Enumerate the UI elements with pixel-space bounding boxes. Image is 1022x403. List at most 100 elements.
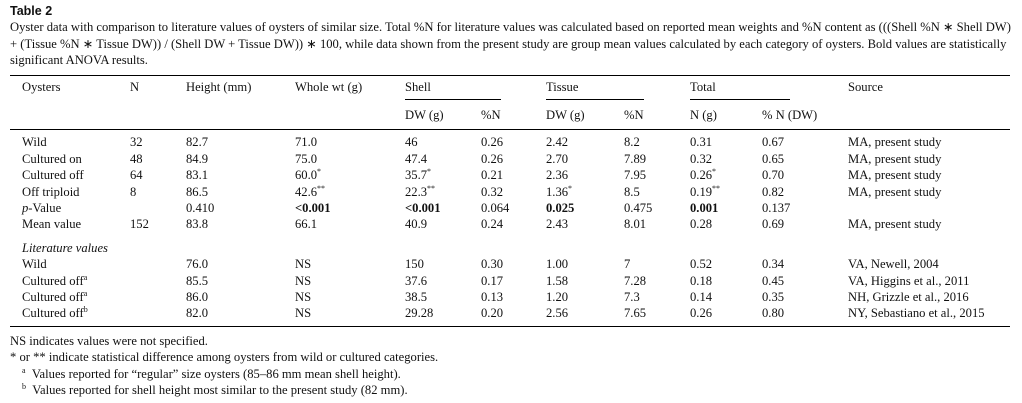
table-cell: 0.26 (481, 135, 504, 150)
table-cell (836, 200, 1010, 216)
table-cell: 0.69 (762, 217, 785, 232)
table-cell: 83.1 (186, 168, 209, 183)
sub-header: % N (DW) (762, 107, 818, 122)
cell-text: Cultured off (22, 273, 84, 288)
table-caption: Oyster data with comparison to literatur… (10, 20, 1011, 67)
table-row: Cultured offa 86.0 NS 38.5 0.13 1.20 7.3 0.14 0.… (10, 289, 1010, 305)
table-cell: 83.8 (186, 217, 209, 232)
table-cell: 8 (130, 184, 137, 199)
table-cell: 82.7 (186, 135, 209, 150)
table-cell: NS (295, 273, 312, 288)
table-cell: 0.30 (481, 257, 504, 272)
cell-text: 0.19 (690, 184, 713, 199)
table-cell: 0.32 (481, 184, 504, 199)
table-cell: 0.21 (481, 168, 504, 183)
table-cell: 0.137 (762, 200, 791, 215)
sub-header: DW (g) (405, 107, 444, 122)
table-cell: Cultured offa (10, 273, 118, 289)
footnote: NS indicates values were not specified. (10, 333, 1012, 349)
table-cell: 32 (130, 135, 143, 150)
table-cell: 8.5 (624, 184, 640, 199)
table-row: p-Value 0.410 <0.001 <0.001 0.064 0.025 0.475 0… (10, 200, 1010, 216)
table-cell: 7.65 (624, 306, 647, 321)
table-cell: 0.45 (762, 273, 785, 288)
table-cell: MA, present study (848, 184, 942, 199)
table-cell: VA, Higgins et al., 2011 (848, 273, 970, 288)
table-cell: 76.0 (186, 257, 209, 272)
cell-text: 0.025 (546, 200, 575, 215)
table-cell: 0.19** (678, 184, 750, 200)
cell-superscript: a (83, 288, 88, 298)
table-cell: 0.24 (481, 217, 504, 232)
footnote-marker: b (22, 382, 26, 391)
cell-superscript: * (317, 167, 322, 177)
table-cell: 0.18 (690, 273, 713, 288)
table-cell (118, 305, 174, 326)
table-cell: 0.13 (481, 289, 504, 304)
table-cell: 8.2 (624, 135, 640, 150)
table-cell: NS (295, 257, 312, 272)
table-header: Oysters N Height (mm) Whole wt (g) Shell… (10, 75, 1010, 130)
cell-text: 22.3 (405, 184, 428, 199)
table-cell: Cultured off (22, 168, 84, 183)
table-cell: 0.26* (678, 167, 750, 183)
table-cell: 150 (405, 257, 424, 272)
table-cell: 48 (130, 151, 143, 166)
table-cell: 0.32 (690, 151, 713, 166)
sub-header: %N (481, 107, 501, 122)
table-cell: 0.26 (481, 151, 504, 166)
cell-superscript: * (427, 167, 432, 177)
table-row: Cultured off 64 83.1 60.0* 35.7* 0.21 2.36 7.95… (10, 167, 1010, 183)
table-cell: VA, Newell, 2004 (848, 257, 939, 272)
group-label: Total (690, 79, 790, 100)
table-cell: Wild (22, 135, 47, 150)
table-cell: 7.89 (624, 151, 647, 166)
cell-superscript: * (568, 183, 573, 193)
footnote: b Values reported for shell height most … (10, 382, 1012, 398)
table-cell: NS (295, 306, 312, 321)
column-header: N (130, 79, 140, 94)
cell-text: <0.001 (295, 200, 331, 215)
table-cell: 0.82 (762, 184, 785, 199)
table-cell (118, 273, 174, 289)
table-cell: 0.14 (690, 289, 713, 304)
table-cell: 0.34 (762, 257, 785, 272)
table-cell: 85.5 (186, 273, 209, 288)
table-cell: 7 (624, 257, 631, 272)
table-cell: Off triploid (22, 184, 80, 199)
table-cell: Cultured offa (10, 289, 118, 305)
cell-superscript: ** (427, 183, 436, 193)
cell-text: 35.7 (405, 168, 428, 183)
section-row: Literature values (10, 233, 1010, 256)
sub-header: %N (624, 107, 644, 122)
table-cell: 86.5 (186, 184, 209, 199)
table-cell: 75.0 (295, 151, 318, 166)
footnote-text: * or ** indicate statistical difference … (10, 350, 439, 365)
table-cell: 22.3** (393, 184, 469, 200)
table-cell: 38.5 (405, 289, 428, 304)
table-cell: 152 (130, 217, 149, 232)
table-cell: 84.9 (186, 151, 209, 166)
table-cell: 0.17 (481, 273, 504, 288)
group-label: Shell (405, 79, 501, 100)
cell-superscript: * (712, 167, 717, 177)
table-cell: 0.410 (186, 200, 215, 215)
table-cell: 8.01 (624, 217, 647, 232)
section-label: Literature values (22, 240, 108, 255)
table-cell: 29.28 (405, 306, 434, 321)
table-cell: 0.025 (534, 200, 612, 216)
table-cell: 0.65 (762, 151, 785, 166)
footnotes: NS indicates values were not specified. *… (10, 333, 1012, 399)
footnote: a Values reported for “regular” size oys… (10, 366, 1012, 382)
sub-header: DW (g) (546, 107, 585, 122)
group-label: Tissue (546, 79, 644, 100)
table-cell: MA, present study (848, 135, 942, 150)
table-cell: <0.001 (283, 200, 393, 216)
table-cell: 1.36* (534, 184, 612, 200)
footnote: * or ** indicate statistical difference … (10, 349, 1012, 365)
table-cell: 2.56 (546, 306, 569, 321)
table-cell: <0.001 (393, 200, 469, 216)
table-cell: Cultured offb (10, 305, 118, 326)
